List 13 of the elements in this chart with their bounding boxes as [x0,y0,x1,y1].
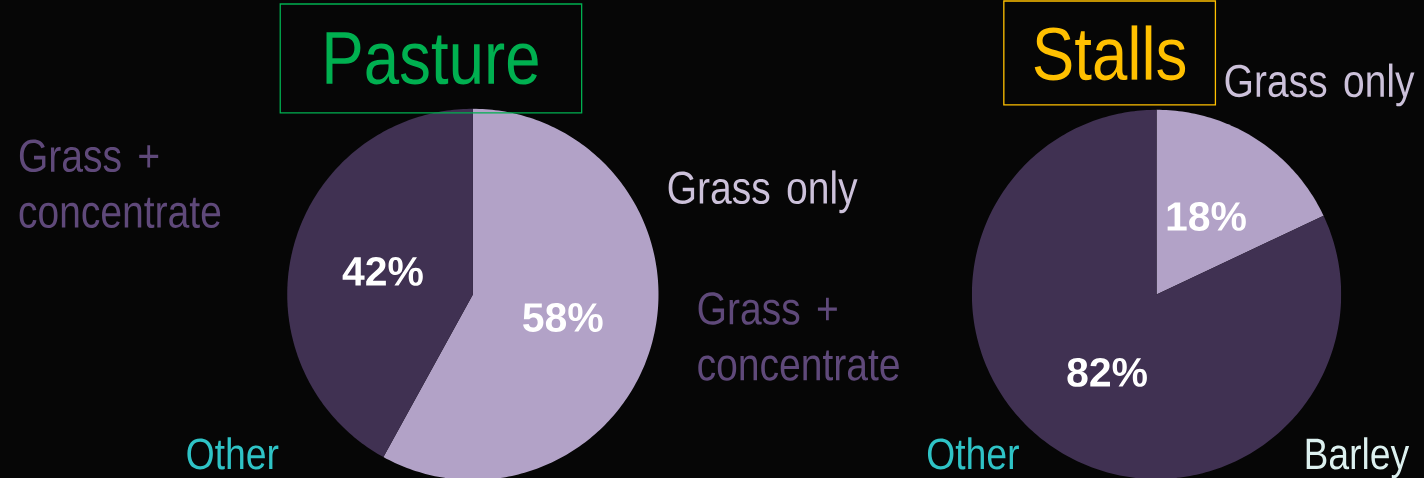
data-label: 58% [523,302,603,332]
chart-title: Pasture [326,32,538,85]
data-label: 42% [342,256,423,286]
text: Barley [1306,437,1410,478]
text: Other [927,437,1019,470]
data-label: 18% [1167,201,1246,231]
text: Other [187,437,279,470]
slice-label: Grass only [668,170,858,214]
slice-label: Grass + concentrate [698,292,899,381]
slice-label: Grass + concentrate [19,139,221,228]
data-label: 82% [1067,357,1147,387]
chart-title: Stalls [1034,25,1186,81]
slice-label: Grass only [1225,63,1415,107]
